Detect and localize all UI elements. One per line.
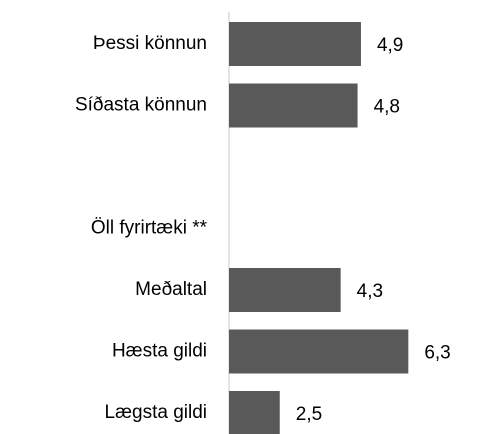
- bar: [229, 329, 409, 374]
- bar: [229, 268, 341, 312]
- bar: [229, 391, 280, 434]
- category-label: Lægsta gildi: [105, 402, 207, 423]
- bar: [229, 22, 361, 66]
- value-label: 4,8: [374, 97, 400, 118]
- category-label: Þessi könnun: [93, 33, 207, 54]
- value-label: 4,9: [377, 35, 403, 56]
- category-label: Síðasta könnun: [75, 95, 207, 116]
- category-label: Meðaltal: [135, 279, 207, 300]
- value-label: 4,3: [357, 281, 383, 302]
- value-label: 2,5: [296, 404, 322, 425]
- category-label: Öll fyrirtæki **: [91, 218, 208, 239]
- bar: [229, 83, 358, 128]
- category-label: Hæsta gildi: [112, 341, 207, 362]
- value-label: 6,3: [424, 343, 450, 364]
